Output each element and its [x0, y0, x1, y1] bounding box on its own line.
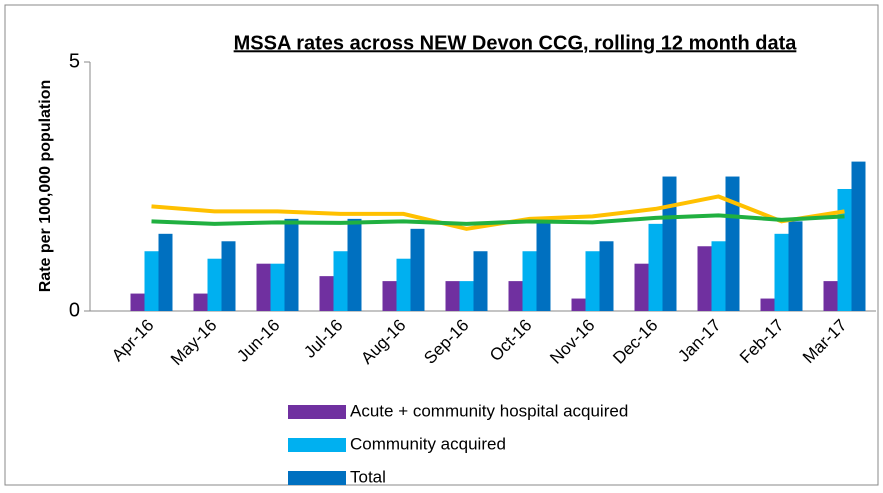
bar [697, 246, 712, 311]
bar [396, 258, 411, 311]
bar [634, 263, 649, 311]
bar [270, 263, 285, 311]
bar [445, 281, 460, 311]
legend-label: Total [350, 467, 386, 486]
bar [410, 228, 425, 311]
bar [347, 218, 362, 311]
bar [508, 281, 523, 311]
legend-label: Community acquired [350, 434, 506, 453]
bar [284, 218, 299, 311]
bar [130, 293, 145, 311]
bar [725, 176, 740, 311]
bar [522, 251, 537, 311]
bar [571, 298, 586, 311]
bar [193, 293, 208, 311]
bar [774, 233, 789, 311]
bar [158, 233, 173, 311]
legend-swatch [288, 471, 346, 485]
line [151, 213, 845, 226]
bar [256, 263, 271, 311]
bar [536, 221, 551, 311]
bar [221, 241, 236, 311]
bar [760, 298, 775, 311]
y-tick-label: 0 [69, 299, 80, 321]
bar [207, 258, 222, 311]
bar [319, 276, 334, 311]
bar [788, 221, 803, 311]
bar [837, 188, 852, 311]
y-axis-label: Rate per 100,000 population [37, 80, 54, 293]
bar [585, 251, 600, 311]
bar [459, 281, 474, 311]
bar [662, 176, 677, 311]
chart-title: MSSA rates across NEW Devon CCG, rolling… [234, 32, 798, 54]
bar [333, 251, 348, 311]
legend-swatch [288, 405, 346, 419]
bar [823, 281, 838, 311]
legend-label: Acute + community hospital acquired [350, 401, 628, 420]
bar [648, 223, 663, 311]
bar [711, 241, 726, 311]
bar [382, 281, 397, 311]
bar [144, 251, 159, 311]
bar [473, 251, 488, 311]
bar [599, 241, 614, 311]
bar [851, 161, 866, 311]
legend-swatch [288, 438, 346, 452]
y-tick-label: 5 [69, 50, 80, 72]
